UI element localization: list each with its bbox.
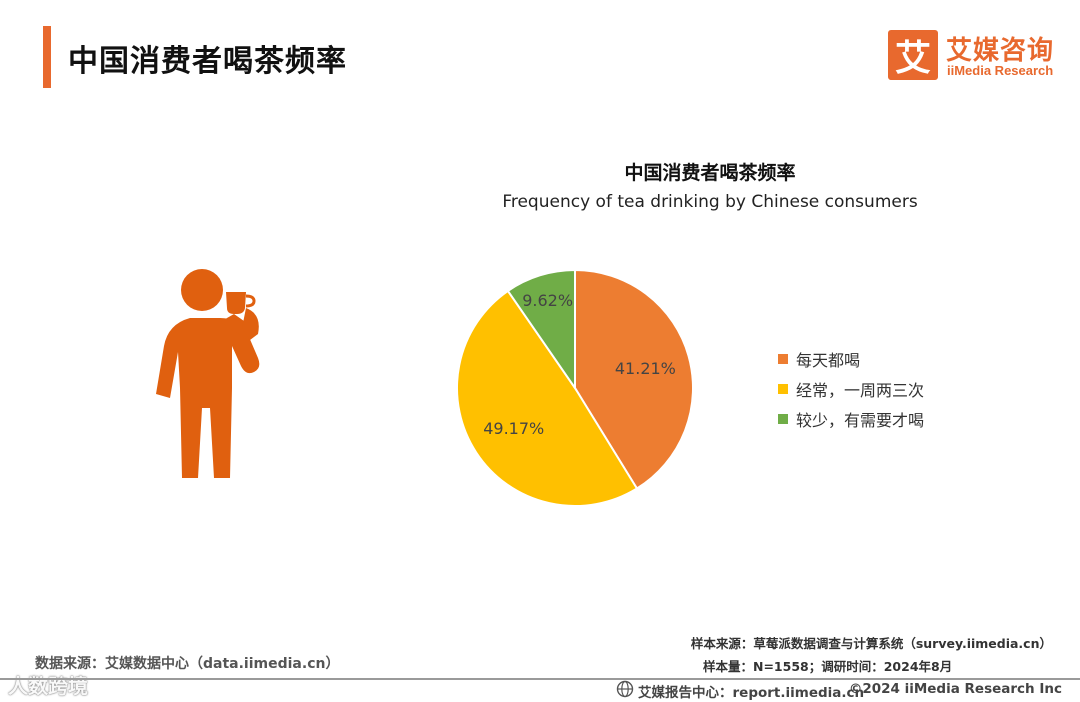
pie-slice-3: [506, 268, 576, 392]
legend-item-1: 每天都喝: [778, 344, 924, 374]
pie-data-label-2: 49.17%: [483, 419, 544, 438]
chart-legend: 每天都喝经常，一周两三次 较少，有需要才喝: [778, 344, 924, 434]
sample-source-note: 样本来源：草莓派数据调查与计算系统（survey.iimedia.cn）: [690, 636, 1052, 651]
tea-drinker-icon: [156, 269, 260, 478]
globe-icon: [616, 680, 634, 698]
footer-divider: [0, 678, 1080, 680]
legend-label: 经常，一周两三次: [796, 381, 925, 400]
copyright-text: ©2024 iiMedia Research Inc: [848, 681, 1062, 697]
page-title: 中国消费者喝茶频率: [68, 44, 347, 79]
data-source-note: 数据来源：艾媒数据中心（data.iimedia.cn）: [35, 656, 340, 672]
logo-mark: 艾: [888, 30, 938, 80]
logo-chinese-name: 艾媒咨询: [946, 36, 1055, 66]
chart-title: 中国消费者喝茶频率: [624, 162, 796, 184]
pie-data-label-1: 41.21%: [615, 359, 676, 378]
pie-slice-1: [574, 268, 694, 490]
legend-swatch: [778, 354, 788, 364]
pie-data-label-3: 9.62%: [522, 291, 573, 310]
legend-label: 较少，有需要才喝: [796, 411, 925, 430]
report-center-link[interactable]: 艾媒报告中心：report.iimedia.cn: [638, 685, 865, 701]
watermark-text: 人数跨境: [8, 674, 88, 698]
pie-slice-2: [456, 289, 639, 507]
iimedia-logo: 艾 艾媒咨询 iiMedia Research: [888, 30, 1063, 82]
legend-label: 每天都喝: [796, 351, 861, 370]
pie-chart: 41.21% 49.17% 9.62%: [456, 268, 694, 507]
legend-item-2: 经常，一周两三次: [778, 374, 924, 404]
legend-swatch: [778, 414, 788, 424]
logo-english-name: iiMedia Research: [947, 63, 1054, 78]
legend-item-3: 较少，有需要才喝: [778, 404, 924, 434]
sample-size-note: 样本量：N=1558；调研时间：2024年8月: [703, 659, 953, 674]
chart-subtitle: Frequency of tea drinking by Chinese con…: [502, 192, 918, 212]
legend-swatch: [778, 384, 788, 394]
title-accent-bar: [43, 26, 51, 88]
